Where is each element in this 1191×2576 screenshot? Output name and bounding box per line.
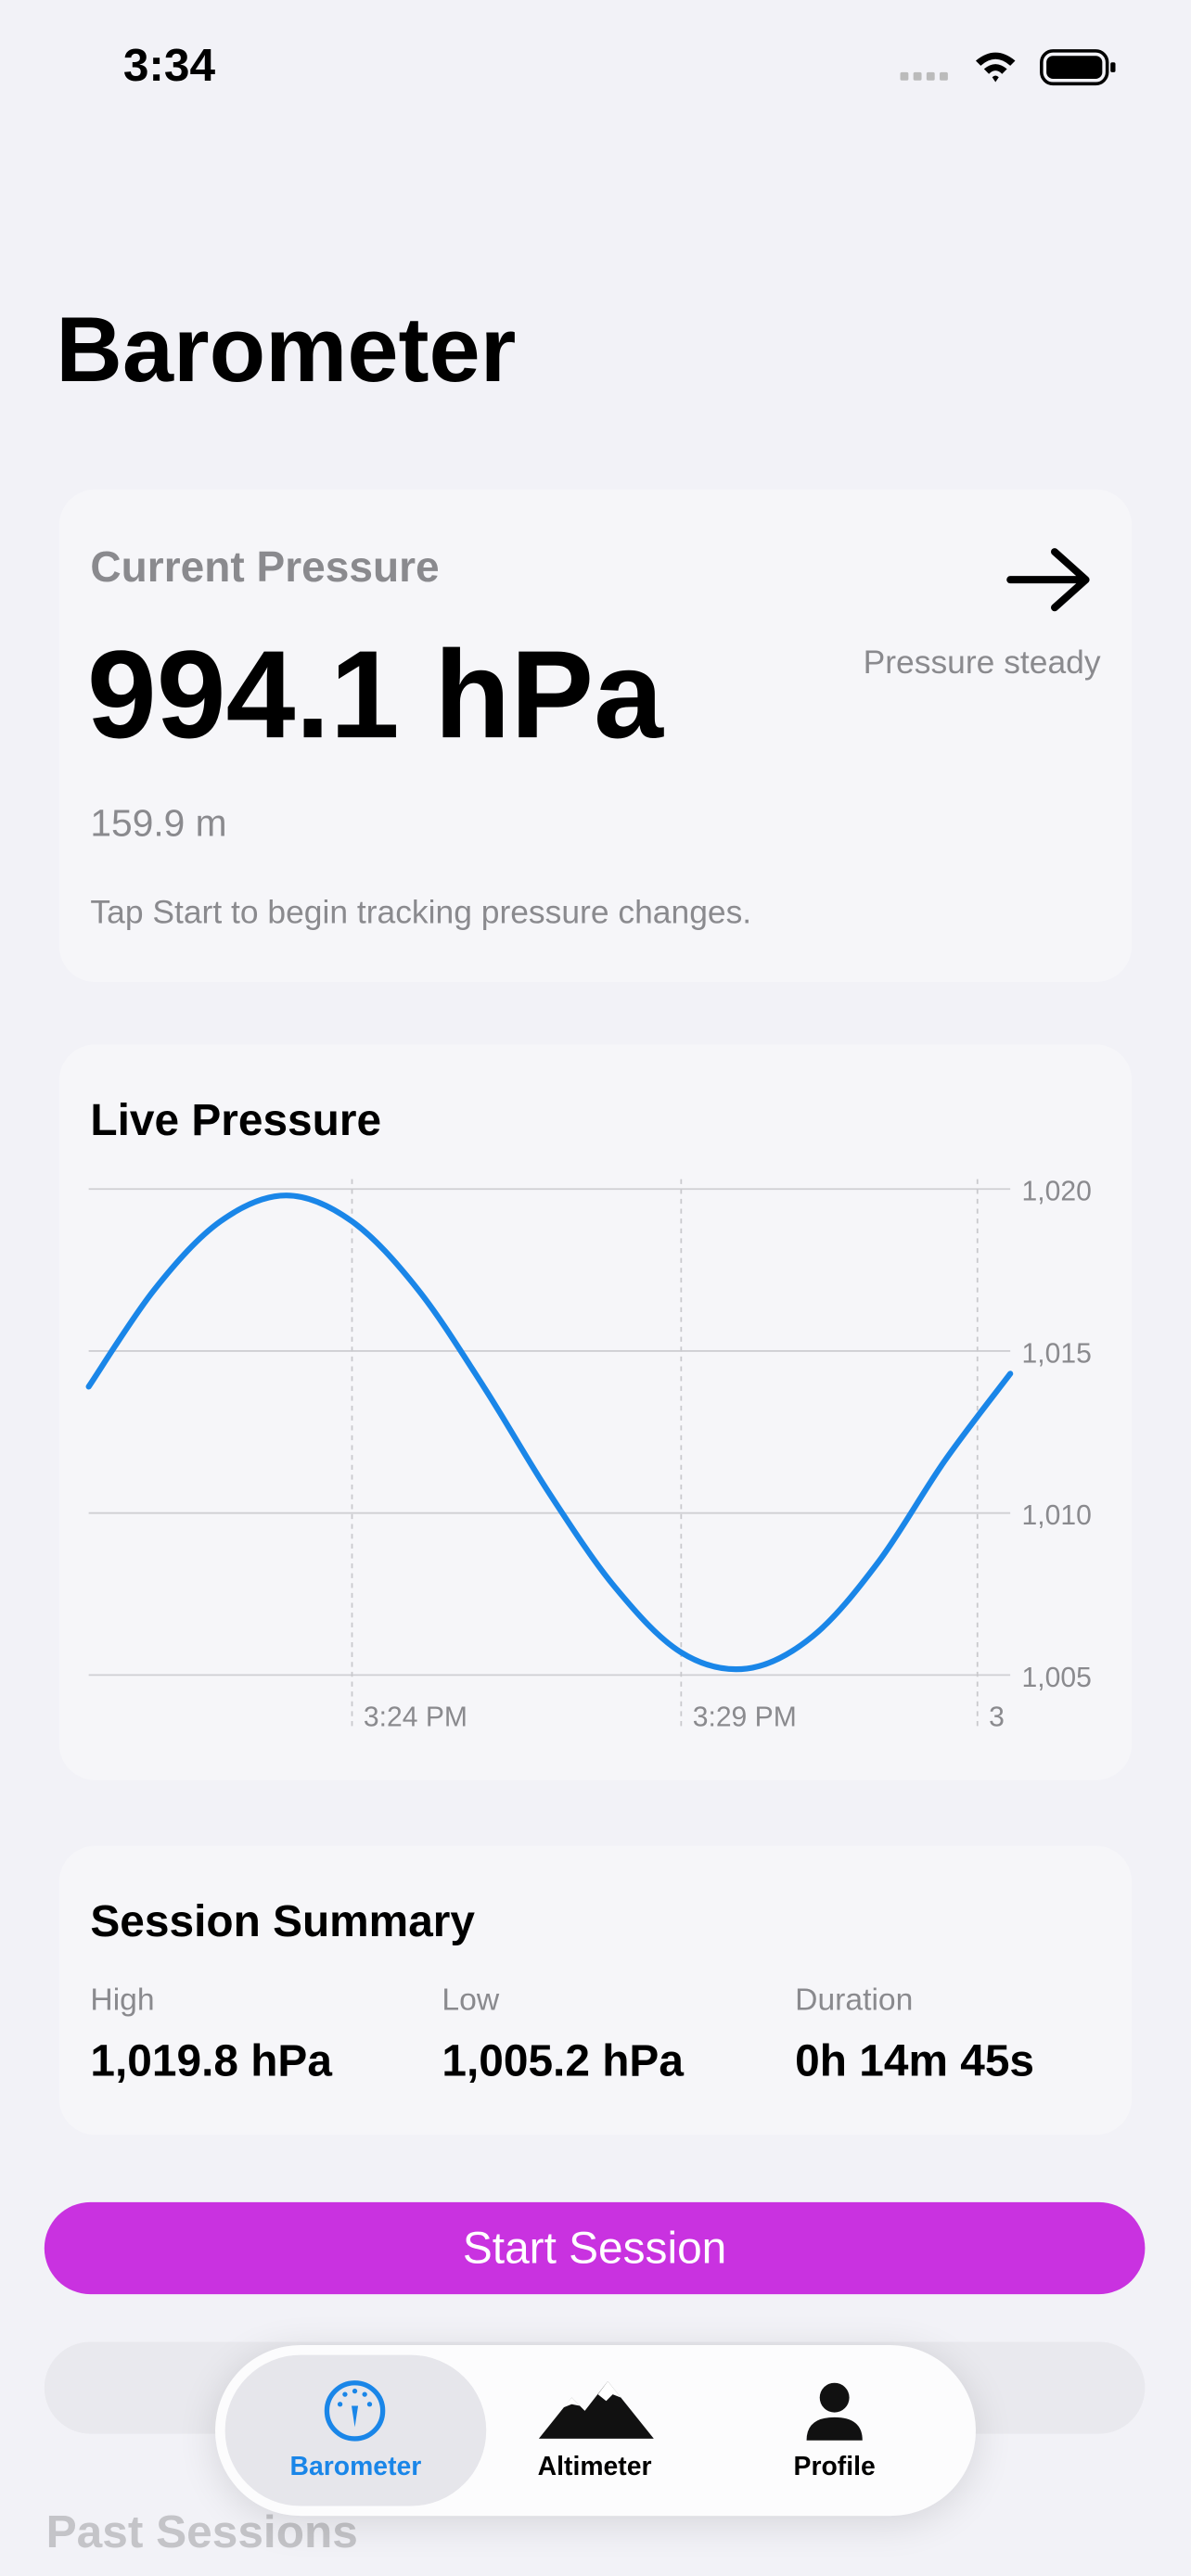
summary-label: Low xyxy=(442,1983,500,2019)
y-tick-label: 1,010 xyxy=(1022,1500,1092,1531)
tab-icon-altimeter[interactable] xyxy=(538,2378,654,2440)
tab-label[interactable]: Profile xyxy=(793,2453,876,2481)
trend-arrow xyxy=(1006,548,1090,612)
current-value: 994.1 hPa xyxy=(86,625,663,766)
chart-card xyxy=(58,1044,1133,1780)
status-time: 3:34 xyxy=(122,39,216,91)
chart-title: Live Pressure xyxy=(90,1095,382,1145)
trend-text: Pressure steady xyxy=(863,645,1101,682)
tab-label[interactable]: Altimeter xyxy=(537,2453,652,2481)
summary-label: High xyxy=(90,1983,155,2019)
summary-value: 1,005.2 hPa xyxy=(442,2036,684,2086)
start-button[interactable]: Start Session xyxy=(44,2201,1146,2295)
y-tick-label: 1,015 xyxy=(1022,1338,1092,1369)
summary-title: Session Summary xyxy=(90,1896,476,1946)
line xyxy=(85,1192,1014,1673)
chart: 1,005 1,010 1,015 1,020 3:24 PM 3:29 PM 3 xyxy=(85,1177,1092,1732)
tab-icon-profile[interactable] xyxy=(801,2378,867,2443)
summary-value: 0h 14m 45s xyxy=(795,2036,1035,2086)
page-title: Barometer xyxy=(56,297,517,402)
tab-label[interactable]: Barometer xyxy=(289,2453,422,2481)
tab-icon-barometer[interactable] xyxy=(322,2378,388,2443)
x-tick-label: 3 xyxy=(989,1702,1005,1732)
summary-card xyxy=(58,1845,1133,2136)
y-tick-label: 1,005 xyxy=(1022,1663,1092,1693)
y-tick-label: 1,020 xyxy=(1022,1177,1092,1207)
x-tick-label: 3:24 PM xyxy=(364,1702,467,1732)
status-icons xyxy=(900,49,1116,86)
summary-label: Duration xyxy=(795,1983,914,2019)
tab-selected-bg xyxy=(224,2354,487,2506)
hint: Tap Start to begin tracking pressure cha… xyxy=(90,895,752,932)
current-label: Current Pressure xyxy=(90,542,440,592)
altitude: 159.9 m xyxy=(90,801,227,845)
x-tick-label: 3:29 PM xyxy=(693,1702,797,1732)
summary-value: 1,019.8 hPa xyxy=(90,2036,332,2086)
current-card xyxy=(58,489,1133,983)
